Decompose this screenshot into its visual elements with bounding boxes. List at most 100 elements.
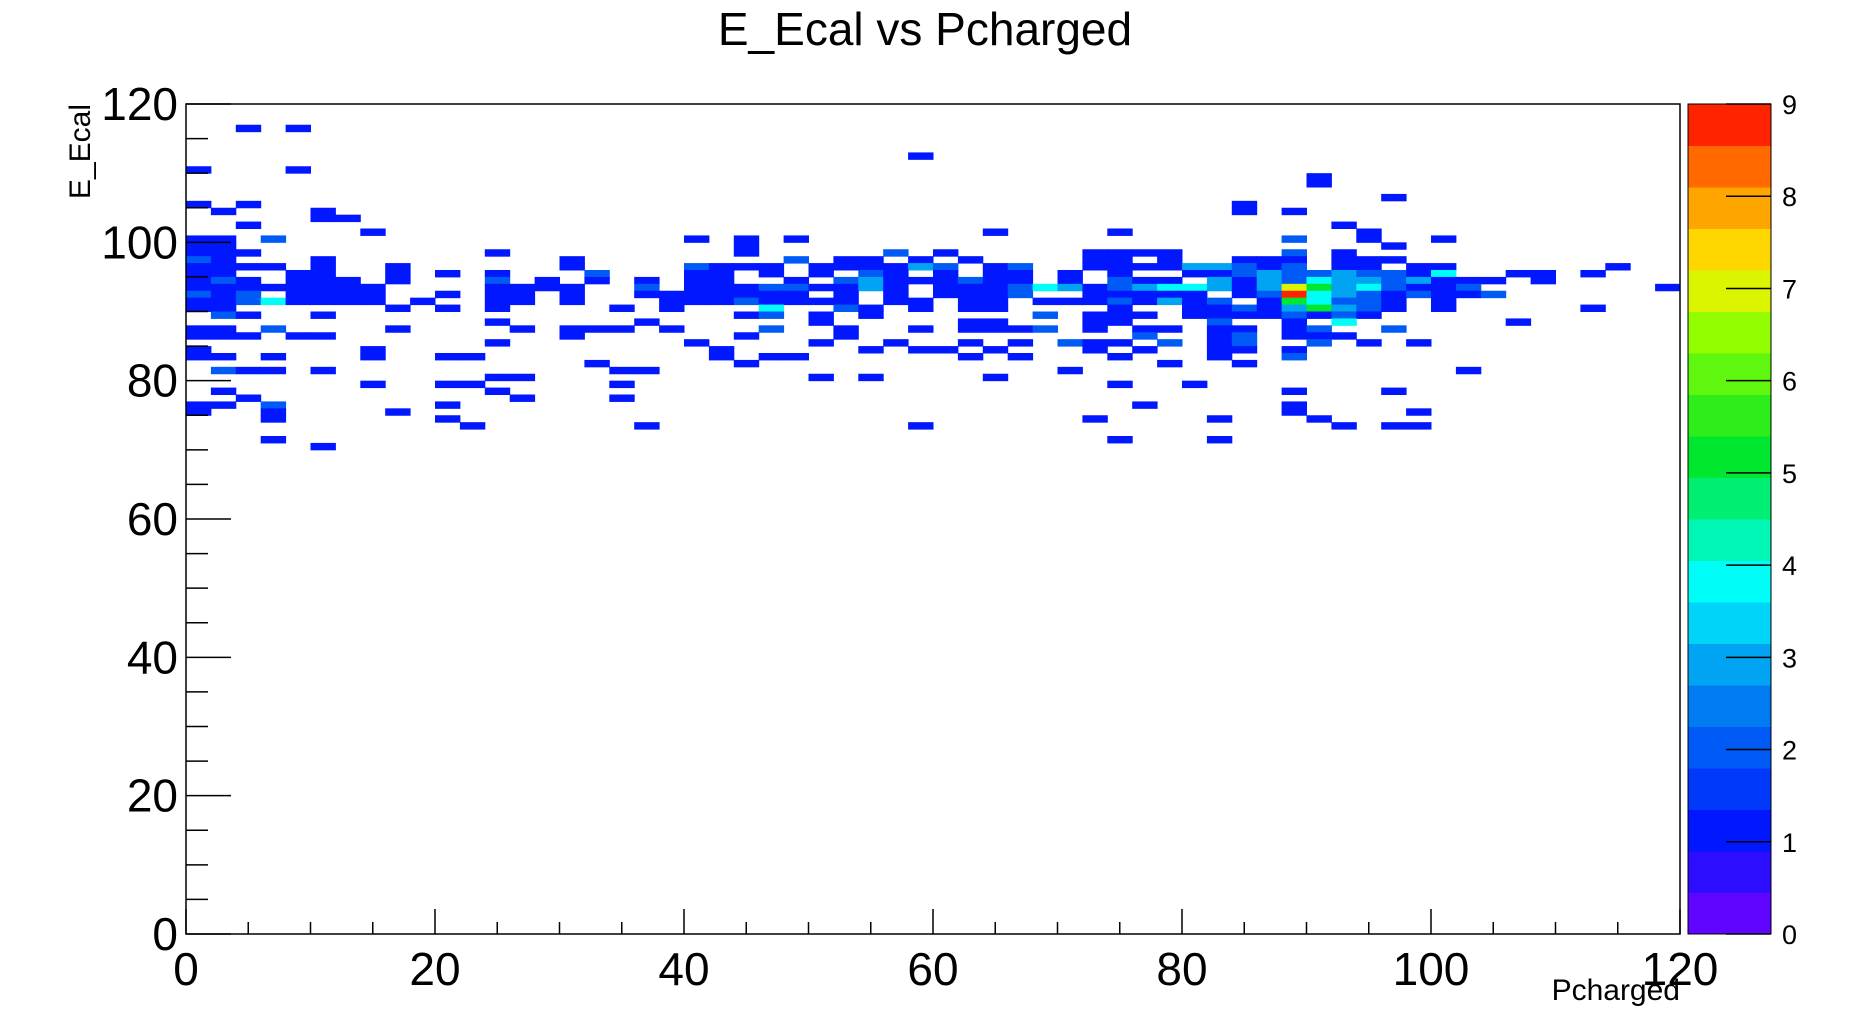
- heatmap-bin: [758, 353, 785, 361]
- heatmap-bin: [1231, 256, 1258, 264]
- heatmap-bin: [186, 263, 212, 271]
- heatmap-bin: [1256, 283, 1283, 292]
- palette-tick-label: 1: [1782, 828, 1797, 858]
- heatmap-bin: [1605, 263, 1631, 271]
- heatmap-bin: [559, 283, 585, 292]
- heatmap-bin: [609, 325, 635, 333]
- heatmap-bin: [509, 283, 536, 292]
- heatmap-bin: [210, 290, 237, 299]
- heatmap-bin: [883, 339, 909, 347]
- heatmap-bin: [210, 270, 237, 278]
- heatmap-bin: [1206, 297, 1233, 306]
- heatmap-bin: [210, 353, 237, 361]
- heatmap-bin: [982, 290, 1009, 299]
- heatmap-bin: [758, 325, 785, 333]
- heatmap-bin: [1107, 353, 1133, 361]
- heatmap-bin: [186, 283, 212, 292]
- heatmap-bin: [235, 366, 262, 375]
- palette-swatch: [1688, 353, 1771, 395]
- heatmap-bin: [933, 263, 959, 271]
- heatmap-bin: [1231, 290, 1258, 299]
- heatmap-bin: [1381, 256, 1407, 264]
- heatmap-bin: [1331, 283, 1357, 292]
- heatmap-bin: [1107, 311, 1133, 319]
- heatmap-bin: [982, 304, 1009, 312]
- heatmap-bin: [1182, 290, 1208, 299]
- heatmap-bin: [733, 283, 760, 292]
- heatmap-bin: [1057, 276, 1083, 285]
- x-tick-label: 100: [1393, 943, 1470, 995]
- heatmap-bin: [1132, 311, 1158, 319]
- heatmap-bin: [285, 283, 311, 292]
- heatmap-bin: [1256, 297, 1283, 306]
- heatmap-bin: [659, 304, 685, 312]
- heatmap-bin: [634, 422, 660, 430]
- heatmap-bin: [1281, 318, 1307, 326]
- heatmap-bin: [360, 297, 386, 306]
- palette-swatch: [1688, 228, 1771, 271]
- heatmap-bin: [260, 366, 287, 375]
- heatmap-bin: [1331, 311, 1357, 319]
- heatmap-bin: [509, 297, 536, 306]
- heatmap-bin: [858, 270, 884, 278]
- heatmap-bin: [310, 256, 336, 264]
- heatmap-bin: [833, 276, 859, 285]
- heatmap-bin: [1356, 290, 1382, 299]
- heatmap-bin: [1007, 276, 1034, 285]
- heatmap-bin: [1455, 276, 1482, 285]
- y-tick-label: 100: [101, 216, 178, 268]
- heatmap-bin: [1406, 339, 1432, 347]
- heatmap-bin: [310, 290, 336, 299]
- heatmap-bin: [1281, 387, 1307, 395]
- heatmap-bin: [733, 263, 760, 271]
- heatmap-bin: [609, 394, 635, 402]
- heatmap-bin: [186, 249, 212, 257]
- heatmap-bin: [1206, 311, 1233, 319]
- heatmap-bin: [883, 270, 909, 278]
- heatmap-bin: [559, 256, 585, 264]
- heatmap-bin: [186, 353, 212, 361]
- palette-tick-label: 6: [1782, 367, 1797, 397]
- heatmap-bin: [484, 270, 511, 278]
- heatmap-bin: [1206, 339, 1233, 347]
- heatmap-bin: [310, 311, 336, 319]
- heatmap-bin: [808, 270, 834, 278]
- heatmap-bin: [957, 325, 984, 333]
- palette-swatch: [1688, 145, 1771, 188]
- heatmap-bin: [186, 270, 212, 278]
- heatmap-bin: [310, 263, 336, 271]
- heatmap-bin: [235, 263, 262, 271]
- heatmap-bin: [1082, 290, 1108, 299]
- heatmap-bin: [210, 332, 237, 340]
- heatmap-bin: [858, 276, 884, 285]
- heatmap-bin: [1281, 311, 1307, 319]
- heatmap-bin: [210, 242, 237, 250]
- heatmap-bin: [783, 235, 809, 243]
- heatmap-bin: [858, 256, 884, 264]
- x-tick-label: 60: [907, 943, 958, 995]
- heatmap-bin: [758, 297, 785, 306]
- heatmap-bin: [982, 373, 1009, 382]
- heatmap-bin: [335, 297, 361, 306]
- heatmap-bin: [484, 373, 511, 382]
- heatmap-bin: [1231, 263, 1258, 271]
- heatmap-bin: [1331, 290, 1357, 299]
- heatmap-bin: [1132, 401, 1158, 409]
- heatmap-bin: [1206, 283, 1233, 292]
- heatmap-bin: [808, 318, 834, 326]
- heatmap-bin: [1381, 290, 1407, 299]
- heatmap-bin: [385, 270, 411, 278]
- heatmap-bin: [1281, 346, 1307, 354]
- heatmap-bin: [210, 297, 237, 306]
- heatmap-bin: [1132, 276, 1158, 285]
- y-tick-label: 40: [127, 631, 178, 683]
- heatmap-bin: [1281, 235, 1307, 243]
- heatmap-bin: [1256, 311, 1283, 319]
- heatmap-bin: [1356, 283, 1382, 292]
- heatmap-bin: [1107, 304, 1133, 312]
- heatmap-bin: [335, 283, 361, 292]
- heatmap-bin: [833, 304, 859, 312]
- heatmap-bin: [310, 214, 336, 223]
- heatmap-bin: [584, 359, 610, 368]
- heatmap-bin: [1281, 401, 1307, 409]
